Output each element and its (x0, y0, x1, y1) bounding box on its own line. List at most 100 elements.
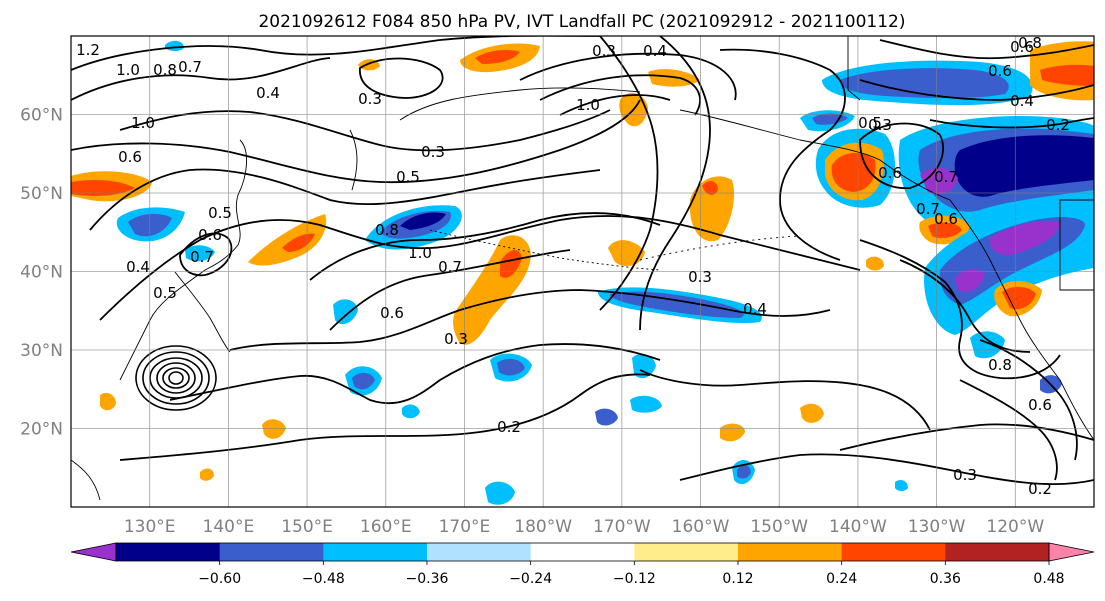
contour-label: 0.3 (444, 330, 468, 348)
contour-label: 0.6 (934, 210, 958, 228)
contour-line (71, 57, 331, 101)
pv-shading (71, 40, 1094, 505)
contour-label: 0.2 (497, 418, 521, 436)
contour-label: 0.3 (953, 466, 977, 484)
colorbar-tick-labels: −0.60 −0.48 −0.36 −0.24 −0.12 0.12 0.24 0.36 0.4… (198, 561, 1065, 587)
contour-label: 0.5 (396, 168, 420, 186)
pv-positive-region (608, 240, 645, 267)
lat-tick-label: 30°N (20, 341, 63, 361)
contour-label: 0.7 (190, 248, 214, 266)
contour-label: 0.8 (1018, 34, 1042, 52)
lon-tick-label: 180°W (514, 517, 572, 537)
contour-line (119, 373, 651, 461)
coastline-kamchatka (349, 129, 358, 191)
contour-ring (359, 57, 444, 99)
contour-label: 0.6 (878, 164, 902, 182)
contour-label: 0.6 (1028, 396, 1052, 414)
contour-label: 0.5 (858, 114, 882, 132)
contour-line (71, 36, 600, 71)
typhoon-ring (135, 345, 217, 411)
pv-negative-core (497, 358, 525, 376)
colorbar-tick-label: −0.24 (509, 571, 552, 587)
contour-label: 0.7 (934, 168, 958, 186)
lat-tick-label: 50°N (20, 184, 63, 204)
pv-strong-negative (954, 135, 1094, 197)
pv-positive-core (1002, 286, 1036, 310)
colorbar-tick-label: 0.36 (930, 571, 961, 587)
lon-tick-label: 170°W (593, 517, 651, 537)
contour-label: 1.2 (76, 41, 100, 59)
contour-label: 0.6 (1010, 38, 1034, 56)
colorbar-tick-label: 0.24 (826, 571, 857, 587)
pv-negative-region (970, 331, 1005, 359)
lon-tick-label: 160°W (672, 517, 730, 537)
pv-negative-core (812, 113, 848, 125)
contour-label: 0.2 (1046, 116, 1070, 134)
contour-label: 0.3 (592, 42, 616, 60)
gridlines (71, 36, 1094, 507)
political-borders (847, 36, 1094, 291)
contour-line (859, 79, 1094, 101)
colorbar-tick-label: −0.36 (406, 571, 449, 587)
contour-line (639, 369, 931, 431)
lon-tick-label: 160°E (360, 517, 412, 537)
contour-ring (859, 122, 945, 189)
colorbar (70, 542, 1095, 562)
contour-line (329, 249, 571, 331)
pv-positive-core (702, 181, 718, 195)
colorbar-extend-low (70, 542, 117, 562)
pv-extreme-negative (920, 167, 958, 195)
contour-label: 0.8 (988, 356, 1012, 374)
pv-positive-region (200, 468, 214, 481)
contour-line (539, 74, 701, 116)
typhoon-ring (156, 362, 196, 394)
contour-label: 0.3 (358, 90, 382, 108)
pv-positive-core (71, 180, 135, 196)
lon-tick-label: 140°E (203, 517, 255, 537)
coastline-japan (174, 271, 231, 353)
colorbar-segment (841, 543, 946, 561)
contour-ring (179, 232, 233, 277)
pv-positive-core (475, 50, 520, 64)
colorbar-segment (323, 543, 428, 561)
colorbar-segment (116, 543, 221, 561)
pv-negative-region (485, 481, 515, 505)
colorbar-segment (219, 543, 324, 561)
contour-label: 0.6 (988, 62, 1012, 80)
coastline-alaska (679, 109, 951, 201)
contour-line (71, 99, 641, 184)
colorbar-extend-high (1048, 542, 1095, 562)
colorbar-tick-label: −0.12 (613, 571, 656, 587)
contour-label: 0.7 (178, 58, 202, 76)
contour-label: 0.4 (256, 84, 280, 102)
pv-negative-region (402, 404, 420, 419)
contour-line (959, 379, 1058, 481)
figure-title: 2021092612 F084 850 hPa PV, IVT Landfall… (258, 12, 905, 32)
pv-strong-negative (400, 212, 446, 230)
contour-label: 0.4 (126, 258, 150, 276)
contour-line (929, 117, 1094, 129)
colorbar-tick-label: 0.48 (1033, 571, 1064, 587)
contour-line (99, 215, 861, 321)
lon-tick-label: 130°W (908, 517, 966, 537)
contour-label: 1.0 (576, 96, 600, 114)
contour-line (839, 423, 1094, 451)
lon-tick-label: 120°W (986, 517, 1044, 537)
lat-tick-label: 20°N (20, 420, 63, 440)
contour-line (89, 168, 601, 231)
typhoon-ring (168, 371, 184, 385)
pv-positive-core (500, 250, 522, 278)
lon-tick-label: 170°E (439, 517, 491, 537)
colorbar-tick-label: −0.48 (302, 571, 345, 587)
contour-label: 0.3 (688, 268, 712, 286)
lon-tick-label: 150°E (281, 517, 333, 537)
contour-label: 0.3 (421, 143, 445, 161)
contour-label: 1.0 (116, 61, 140, 79)
contour-line (229, 289, 831, 351)
pv-positive-region (100, 392, 116, 411)
coastline-asia (204, 139, 247, 271)
contour-line (519, 52, 737, 101)
pv-positive-region (262, 419, 286, 439)
contour-label: 0.6 (380, 304, 404, 322)
